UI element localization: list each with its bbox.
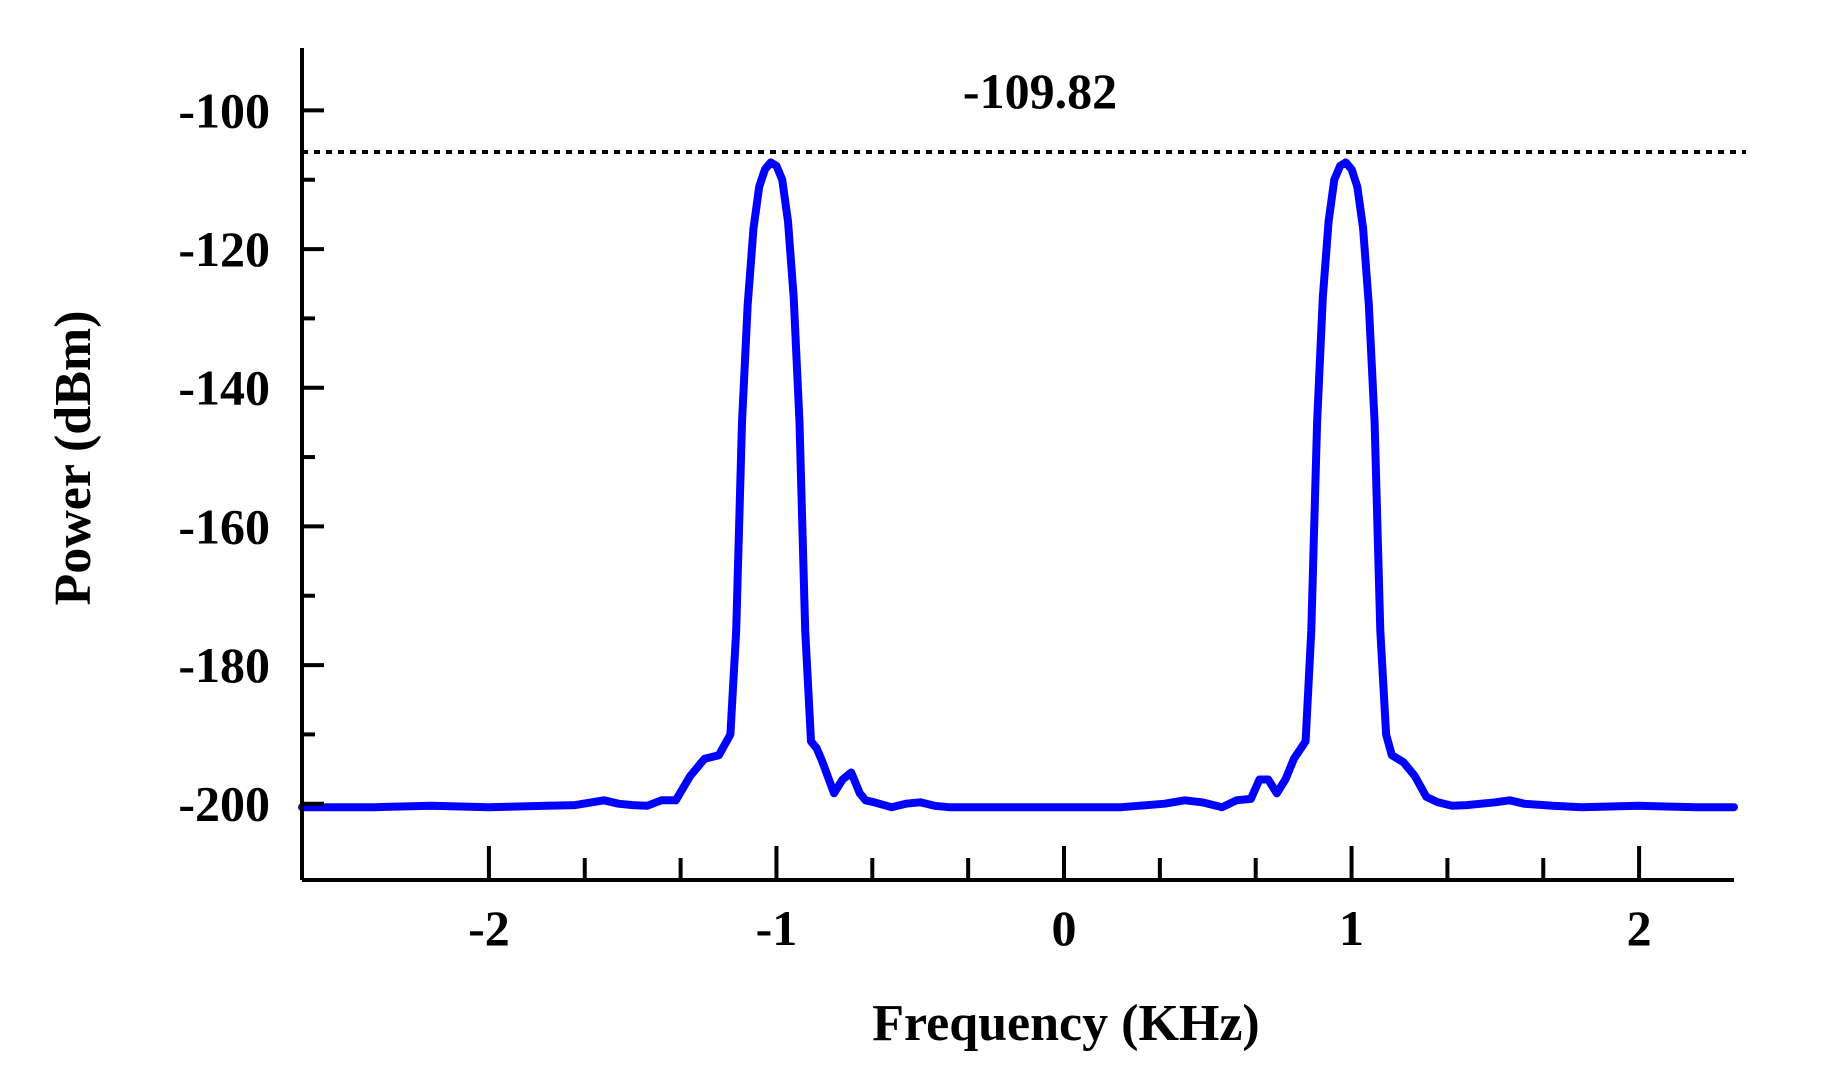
x-tick-label: -1 xyxy=(756,900,798,956)
peak-annotation: -109.82 xyxy=(963,63,1117,119)
y-tick-label: -100 xyxy=(178,82,270,138)
series-group xyxy=(298,158,1738,812)
x-tick-label: 0 xyxy=(1052,900,1077,956)
x-tick-label: -2 xyxy=(468,900,510,956)
x-axis-label: Frequency (KHz) xyxy=(872,995,1260,1052)
y-tick-label: -160 xyxy=(178,498,270,554)
axes-group xyxy=(300,48,1734,882)
y-tick-label: -120 xyxy=(178,221,270,277)
y-tick-label: -200 xyxy=(178,776,270,832)
y-tick-label: -180 xyxy=(178,637,270,693)
ticks-group: -100 -120 -140 -160 -180 -200 -2 -1 0 1 2 xyxy=(178,82,1651,956)
y-tick-label: -140 xyxy=(178,360,270,416)
y-axis-label: Power (dBm) xyxy=(45,310,102,605)
x-tick-label: 1 xyxy=(1339,900,1364,956)
x-tick-label: 2 xyxy=(1627,900,1652,956)
spectrum-series-line xyxy=(298,158,1738,812)
